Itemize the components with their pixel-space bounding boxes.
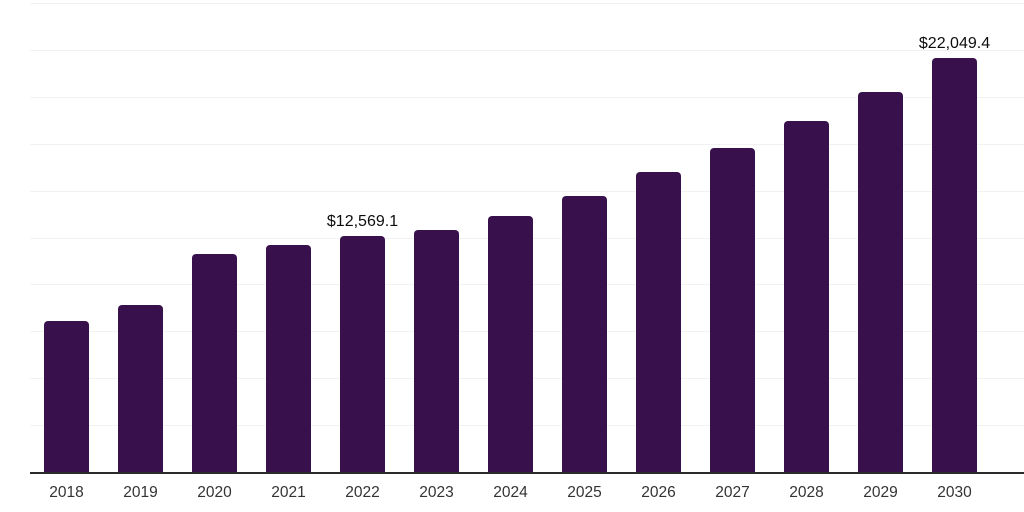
x-tick-2026: 2026 (641, 484, 676, 501)
bar-2019 (118, 304, 163, 472)
bar-2023 (414, 230, 459, 472)
x-tick-2021: 2021 (271, 484, 306, 501)
x-tick-2027: 2027 (715, 484, 750, 501)
bar-2028 (784, 121, 829, 472)
value-label-2030: $22,049.4 (918, 35, 991, 53)
gridline-15000 (30, 190, 1024, 192)
bar-2029 (858, 91, 903, 472)
bar-2020 (192, 254, 237, 472)
x-tick-2023: 2023 (419, 484, 454, 501)
x-tick-2022: 2022 (345, 484, 380, 501)
gridline-20000 (30, 96, 1024, 98)
x-tick-2024: 2024 (493, 484, 528, 501)
gridline-17500 (30, 143, 1024, 145)
bar-2030 (932, 58, 977, 472)
gridline-22500 (30, 49, 1024, 51)
x-tick-2020: 2020 (197, 484, 232, 501)
bar-2027 (710, 148, 755, 472)
x-tick-2029: 2029 (863, 484, 898, 501)
x-axis-line (30, 472, 1024, 474)
bar-2021 (266, 244, 311, 472)
bar-2022 (340, 236, 385, 472)
bar-2026 (636, 172, 681, 472)
x-tick-2028: 2028 (789, 484, 824, 501)
bar-2024 (488, 215, 533, 472)
x-tick-2018: 2018 (49, 484, 84, 501)
value-label-2022: $12,569.1 (326, 213, 399, 231)
x-tick-2025: 2025 (567, 484, 602, 501)
gridline-25000 (30, 3, 1024, 4)
bar-2025 (562, 195, 607, 472)
bar-2018 (44, 320, 89, 472)
x-tick-2019: 2019 (123, 484, 158, 501)
x-tick-2030: 2030 (937, 484, 972, 501)
